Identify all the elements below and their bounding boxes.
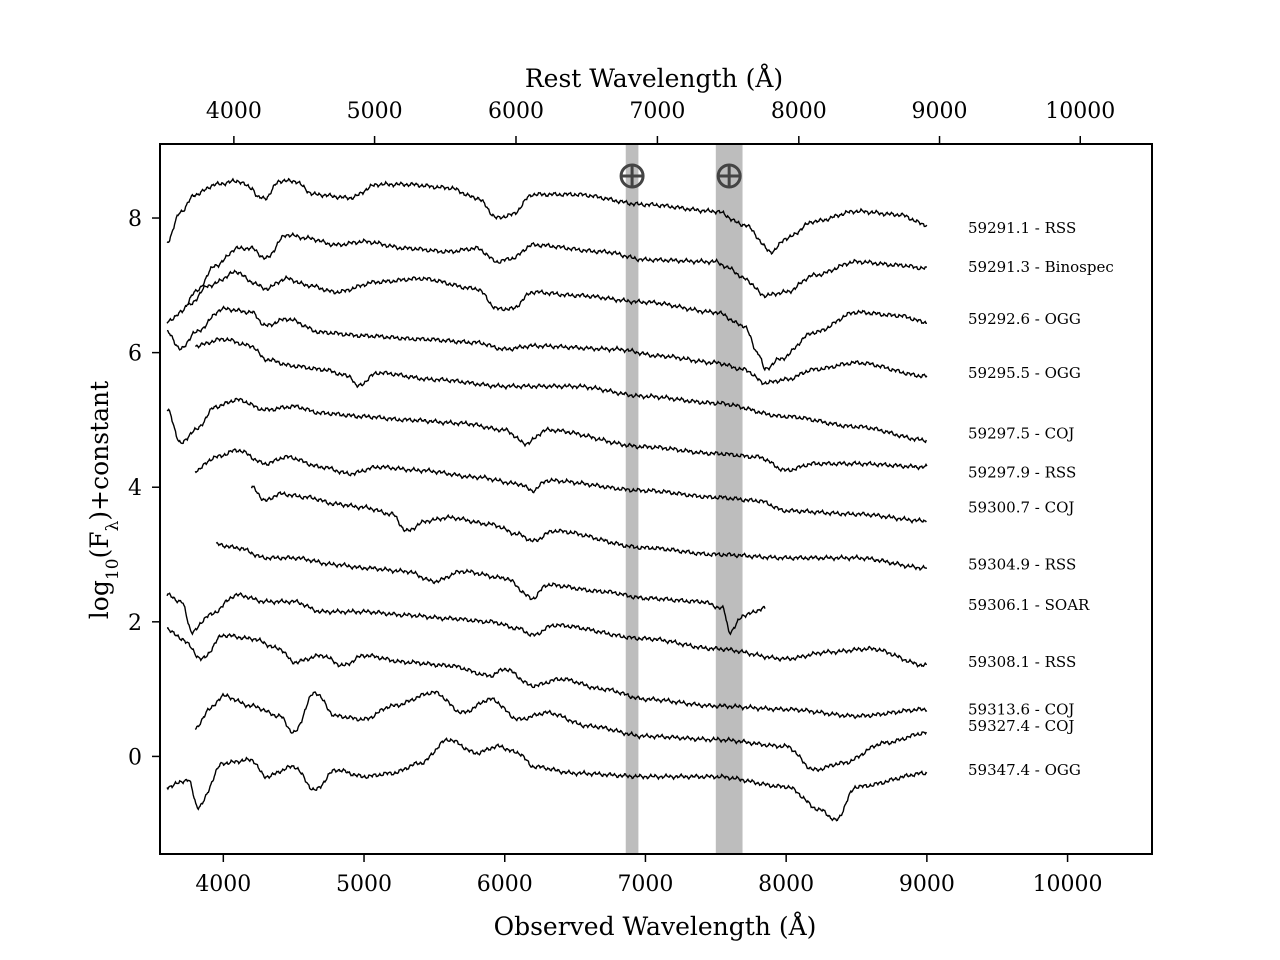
spectrum-line — [166, 305, 928, 386]
y-tick-label: 0 — [128, 745, 142, 770]
spectrum-line — [194, 690, 927, 773]
top-x-tick-label: 10000 — [1045, 99, 1115, 124]
spectrum-labels: 59291.1 - RSS 59291.3 - Binospec 59292.6 -… — [968, 219, 1114, 779]
spectrum-label: 59306.1 - SOAR — [968, 596, 1090, 614]
telluric-symbols — [619, 163, 742, 189]
spectrum-label: 59300.7 - COJ — [968, 498, 1074, 516]
x-axis-title: Observed Wavelength (Å) — [494, 911, 817, 941]
earth-symbol-icon — [716, 163, 742, 189]
axis-ticks: 4000 5000 6000 7000 8000 9000 10000 4000 5000 600… — [128, 99, 1115, 897]
top-x-tick-label: 4000 — [206, 99, 262, 124]
spectrum-line — [187, 269, 927, 372]
y-axis-title: log10(Fλ)+constant — [85, 381, 123, 619]
plot-frame — [159, 143, 1153, 855]
x-tick-label: 9000 — [899, 872, 955, 897]
spectrum-label: 59304.9 - RSS — [968, 556, 1076, 574]
x-tick-label: 6000 — [477, 872, 533, 897]
top-x-tick-label: 5000 — [347, 99, 403, 124]
y-tick-label: 2 — [128, 611, 142, 636]
spectrum-line — [166, 177, 928, 256]
spectra-series — [166, 177, 928, 822]
spectrum-label: 59313.6 - COJ — [968, 700, 1074, 718]
spectrum-line — [166, 592, 928, 668]
spectrum-line — [166, 397, 928, 473]
x-tick-label: 4000 — [195, 872, 251, 897]
top-x-tick-label: 6000 — [488, 99, 544, 124]
spectrum-label: 59292.6 - OGG — [968, 310, 1081, 328]
spectrum-line — [250, 485, 928, 572]
spectrum-label: 59295.5 - OGG — [968, 364, 1081, 382]
spectrum-line — [166, 231, 927, 324]
spectrum-label: 59347.4 - OGG — [968, 761, 1081, 779]
telluric-band-1 — [625, 144, 639, 854]
spectrum-label: 59291.3 - Binospec — [968, 258, 1114, 276]
x-tick-label: 8000 — [758, 872, 814, 897]
y-tick-label: 4 — [128, 476, 142, 501]
spectrum-label: 59308.1 - RSS — [968, 653, 1076, 671]
spectrum-label: 59291.1 - RSS — [968, 219, 1076, 237]
spectrum-label: 59297.9 - RSS — [968, 463, 1076, 481]
x-tick-label: 10000 — [1033, 872, 1103, 897]
top-x-tick-label: 8000 — [771, 99, 827, 124]
top-x-axis-title: Rest Wavelength (Å) — [525, 63, 783, 93]
spectrum-line — [166, 737, 928, 822]
spectrum-label: 59327.4 - COJ — [968, 717, 1074, 735]
top-x-tick-label: 7000 — [629, 99, 685, 124]
top-x-tick-label: 9000 — [912, 99, 968, 124]
x-tick-label: 7000 — [617, 872, 673, 897]
y-tick-label: 6 — [128, 342, 142, 367]
telluric-bands — [625, 144, 743, 854]
spectrum-line — [194, 448, 927, 525]
earth-symbol-icon — [619, 163, 645, 189]
x-tick-label: 5000 — [336, 872, 392, 897]
spectrum-line — [195, 336, 927, 444]
spectrum-label: 59297.5 - COJ — [968, 424, 1074, 442]
spectrum-line — [215, 541, 766, 636]
y-tick-label: 8 — [128, 207, 142, 232]
spectrum-line — [166, 627, 928, 720]
